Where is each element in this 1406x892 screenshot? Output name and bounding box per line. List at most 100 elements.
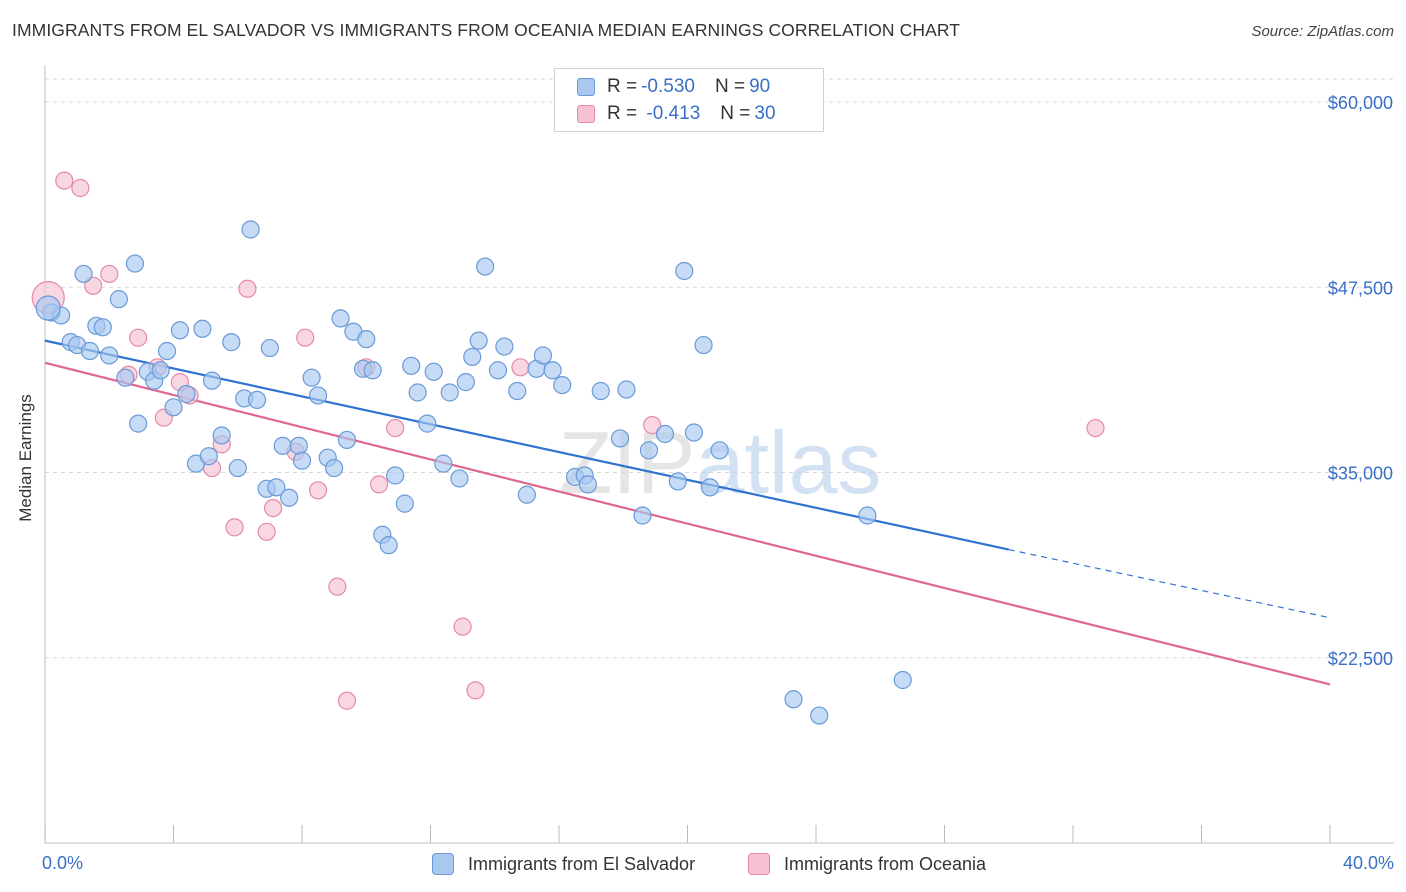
point-oceania [386, 418, 405, 438]
point-oceania [466, 681, 485, 700]
point-el-salvador [363, 361, 382, 380]
point-el-salvador [402, 356, 421, 375]
point-el-salvador [100, 346, 119, 365]
point-el-salvador [440, 383, 459, 402]
point-el-salvador [379, 536, 398, 555]
point-el-salvador [495, 337, 514, 356]
point-el-salvador [488, 361, 508, 380]
r-label: R = [607, 103, 638, 124]
legend-item-oceania: Immigrants from Oceania [748, 849, 986, 879]
r-value: -0.530 [641, 76, 695, 97]
point-el-salvador [684, 423, 704, 442]
point-el-salvador [655, 424, 675, 444]
point-el-salvador [858, 506, 877, 525]
point-el-salvador [125, 254, 145, 273]
point-el-salvador [116, 368, 135, 387]
point-el-salvador [610, 429, 630, 448]
point-el-salvador [289, 436, 308, 455]
y-axis-label: Median Earnings [16, 394, 35, 522]
n-value: 30 [754, 103, 776, 124]
point-el-salvador [408, 383, 427, 402]
point-el-salvador [553, 375, 572, 395]
legend-swatch-oceania [577, 105, 595, 123]
point-oceania [308, 481, 328, 500]
point-el-salvador [463, 347, 482, 367]
y-tick-labels: $22,500 $35,000 $47,500 $60,000 [1328, 93, 1393, 669]
point-el-salvador [893, 670, 912, 690]
point-el-salvador [228, 458, 247, 478]
point-oceania [84, 276, 103, 295]
legend-swatch-oceania [748, 853, 770, 875]
y-tick-label: $35,000 [1328, 464, 1393, 484]
y-tick-label: $47,500 [1328, 278, 1393, 298]
point-oceania [238, 279, 257, 298]
n-label: N = [714, 76, 746, 97]
trend-line-oceania [44, 361, 1331, 686]
point-el-salvador [578, 475, 598, 494]
point-oceania [225, 518, 244, 537]
point-el-salvador [337, 430, 357, 450]
point-el-salvador [331, 309, 350, 328]
point-oceania [257, 522, 276, 541]
point-oceania [511, 358, 530, 377]
point-el-salvador [700, 478, 720, 497]
legend-item-el-salvador: Immigrants from El Salvador [432, 849, 695, 879]
point-el-salvador [508, 381, 527, 401]
point-oceania [643, 416, 662, 435]
point-el-salvador [357, 330, 376, 349]
legend-swatch-el-salvador [577, 78, 595, 96]
point-oceania [337, 691, 357, 710]
point-oceania [263, 498, 283, 518]
legend-swatch-el-salvador [432, 853, 454, 875]
data-points [31, 171, 1105, 725]
point-el-salvador [35, 295, 61, 321]
point-el-salvador [80, 341, 100, 361]
point-el-salvador [109, 290, 128, 309]
point-el-salvador [617, 380, 636, 399]
legend-label: Immigrants from Oceania [784, 853, 987, 874]
legend-row-oceania: R = -0.413 N = 30 [577, 100, 776, 128]
chart-title: IMMIGRANTS FROM EL SALVADOR VS IMMIGRANT… [12, 20, 961, 40]
point-oceania [100, 264, 119, 284]
n-value: 90 [749, 76, 771, 97]
point-oceania [71, 178, 90, 198]
point-el-salvador [247, 390, 267, 410]
watermark-atlas: atlas [696, 413, 882, 512]
legend-row-el-salvador: R = -0.530 N = 90 [577, 73, 770, 101]
point-el-salvador [222, 333, 241, 352]
point-el-salvador [450, 469, 469, 488]
point-el-salvador [273, 436, 292, 455]
correlation-legend: R = -0.530 N = 90 R = -0.413 N = 30 [554, 68, 824, 132]
point-el-salvador [164, 398, 183, 417]
trend-line-el-salvador-projection [1008, 548, 1331, 619]
point-el-salvador [668, 472, 687, 491]
point-el-salvador [476, 257, 495, 276]
point-oceania [296, 328, 315, 347]
legend-label: Immigrants from El Salvador [468, 853, 696, 874]
point-el-salvador [434, 454, 453, 473]
point-el-salvador [93, 318, 112, 337]
point-el-salvador [151, 361, 170, 380]
axes [44, 65, 1394, 844]
point-oceania [55, 171, 74, 190]
point-el-salvador [280, 488, 299, 507]
point-el-salvador [675, 261, 694, 281]
point-el-salvador [212, 426, 231, 445]
y-tick-label: $22,500 [1328, 649, 1393, 669]
point-el-salvador [386, 466, 405, 485]
point-oceania [328, 577, 347, 596]
point-el-salvador [591, 381, 610, 401]
point-el-salvador [170, 321, 190, 340]
source-label: Source: ZipAtlas.com [1251, 23, 1394, 40]
point-el-salvador [177, 384, 196, 404]
point-el-salvador [308, 386, 328, 405]
point-el-salvador [193, 319, 212, 338]
point-el-salvador [694, 335, 713, 355]
grid-lines [45, 78, 1394, 659]
point-el-salvador [418, 414, 437, 433]
point-el-salvador [302, 368, 321, 387]
point-oceania [453, 617, 472, 636]
point-el-salvador [543, 361, 562, 380]
point-oceania [370, 475, 389, 494]
